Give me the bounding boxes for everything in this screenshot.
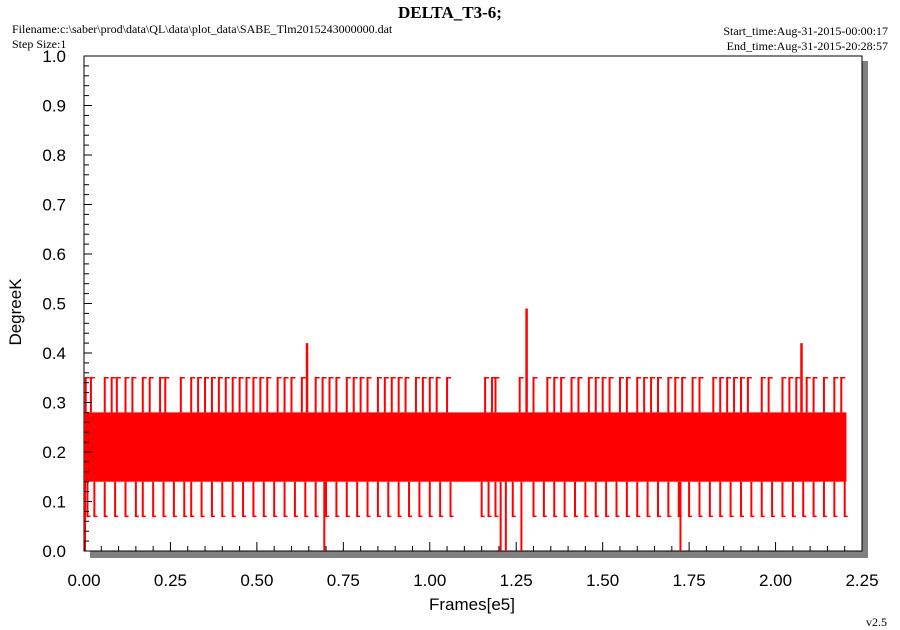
- x-tick-label: 0.25: [154, 571, 187, 590]
- y-tick-label: 0.8: [42, 146, 66, 165]
- x-axis-label: Frames[e5]: [429, 595, 515, 614]
- x-tick-label: 1.00: [413, 571, 446, 590]
- series-band: [84, 412, 847, 482]
- x-tick-label: 2.00: [759, 571, 792, 590]
- axis-layer: 0.0 0.1 0.2 0.3 0.4 0.5 0.6 0.7 0.8 0.9 1.0 0.00 0.2…: [42, 47, 878, 590]
- y-tick-label: 0.0: [42, 542, 66, 561]
- y-tick-label: 0.5: [42, 295, 66, 314]
- x-tick-label: 0.50: [240, 571, 273, 590]
- chart-title: DELTA_T3-6;: [398, 3, 502, 22]
- y-tick-label: 0.7: [42, 196, 66, 215]
- filename-label: Filename:c:\saber\prod\data\QL\data\plot…: [12, 22, 393, 36]
- start-time-label: Start_time:Aug-31-2015-00:00:17: [723, 24, 888, 38]
- end-time-label: End_time:Aug-31-2015-20:28:57: [727, 39, 888, 53]
- y-tick-label: 0.1: [42, 493, 66, 512]
- x-tick-label: 0.75: [327, 571, 360, 590]
- y-tick-label: 0.6: [42, 245, 66, 264]
- y-tick-label: 0.2: [42, 443, 66, 462]
- y-tick-label: 1.0: [42, 47, 66, 66]
- x-tick-label: 1.75: [673, 571, 706, 590]
- series-layer: [84, 308, 848, 551]
- y-tick-label: 0.4: [42, 344, 66, 363]
- step-size-label: Step Size:1: [12, 37, 66, 51]
- version-label: v2.5: [866, 615, 887, 629]
- y-tick-label: 0.9: [42, 97, 66, 116]
- x-tick-label: 1.50: [586, 571, 619, 590]
- x-tick-label: 2.25: [845, 571, 878, 590]
- x-tick-label: 0.00: [67, 571, 100, 590]
- y-axis-label: DegreeK: [6, 278, 25, 346]
- y-tick-label: 0.3: [42, 394, 66, 413]
- x-tick-label: 1.25: [500, 571, 533, 590]
